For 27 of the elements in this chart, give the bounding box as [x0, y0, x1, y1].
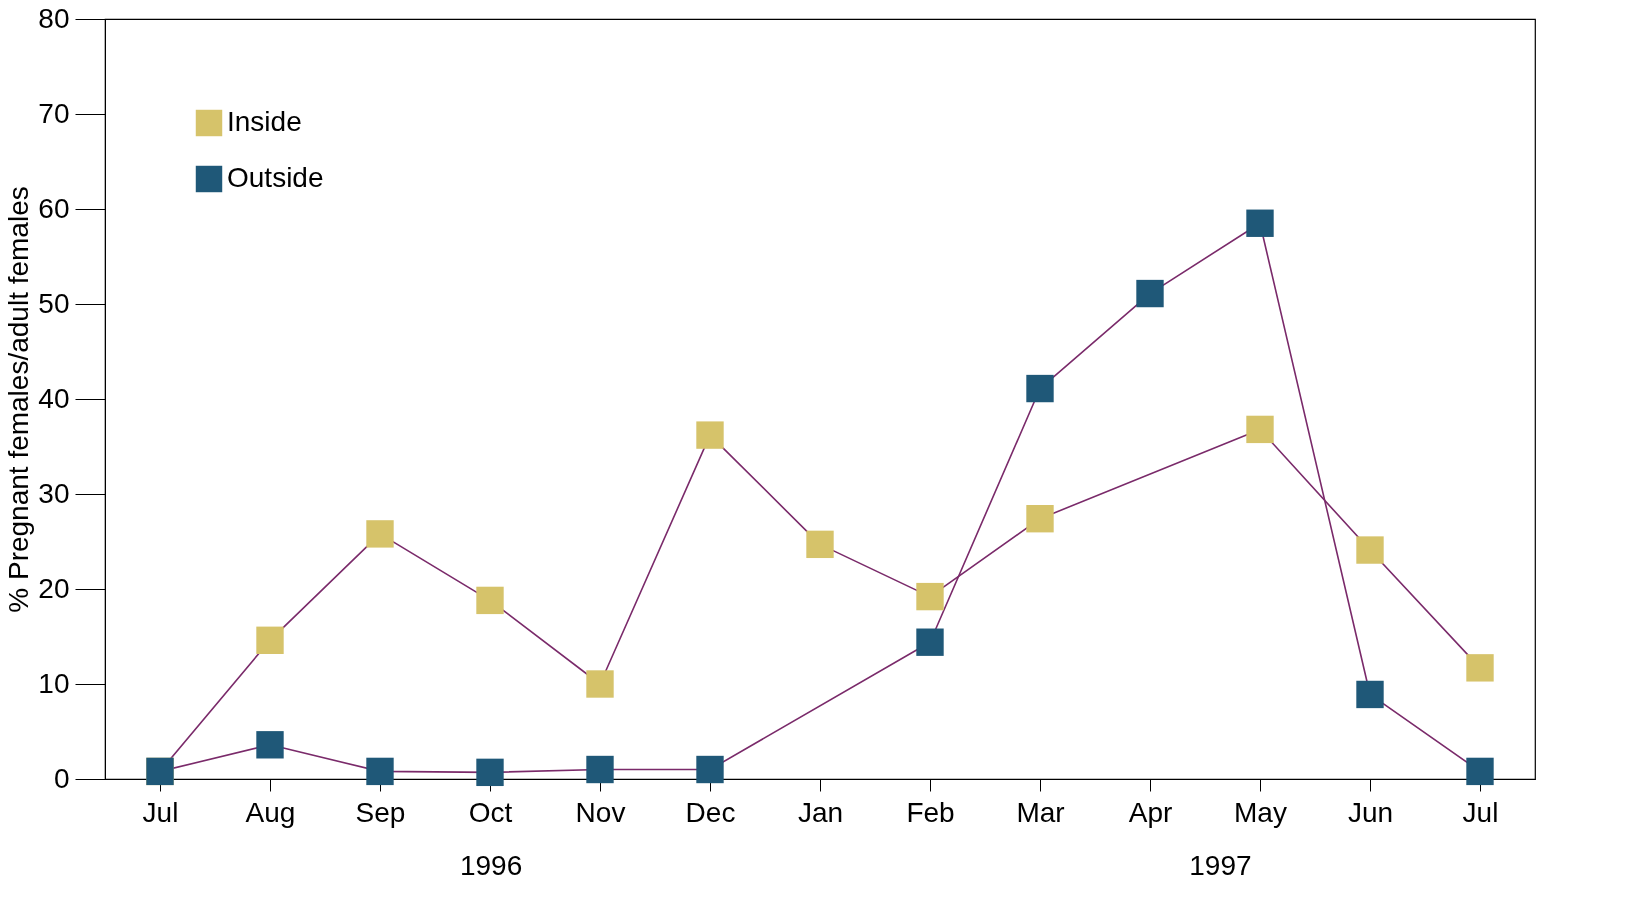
x-tick-label: Nov	[575, 796, 626, 828]
x-tick-label: Jul	[1462, 796, 1499, 828]
legend-label: Outside	[227, 162, 324, 193]
legend-label: Inside	[227, 106, 302, 137]
y-tick-label: 0	[53, 762, 70, 794]
x-tick-label: Apr	[1128, 796, 1173, 828]
x-tick-label: Aug	[245, 796, 296, 828]
text: 1997	[1189, 850, 1252, 881]
x-tick-label: Sep	[355, 796, 406, 828]
x-tick-label: Jun	[1347, 796, 1394, 828]
x-tick-label: Jul	[142, 796, 179, 828]
y-axis-title: % Pregnant females/adult females	[3, 186, 35, 613]
y-tick-label: 80	[38, 2, 70, 34]
y-tick-label: 40	[38, 382, 70, 414]
y-tick-label: 60	[38, 192, 70, 224]
x-tick-label: Mar	[1016, 796, 1065, 828]
y-tick-label: 10	[38, 667, 70, 699]
text: 1996	[459, 850, 523, 881]
x-tick-label: Feb	[906, 796, 955, 828]
y-tick-label: 70	[38, 97, 70, 129]
x-tick-label: May	[1234, 796, 1287, 828]
y-tick-label: 30	[38, 477, 70, 509]
y-tick-label: 20	[38, 572, 70, 604]
x-tick-label: Dec	[685, 796, 736, 828]
x-tick-label: Jan	[797, 796, 844, 828]
y-tick-label: 50	[38, 287, 70, 319]
x-tick-label: Oct	[468, 796, 513, 828]
